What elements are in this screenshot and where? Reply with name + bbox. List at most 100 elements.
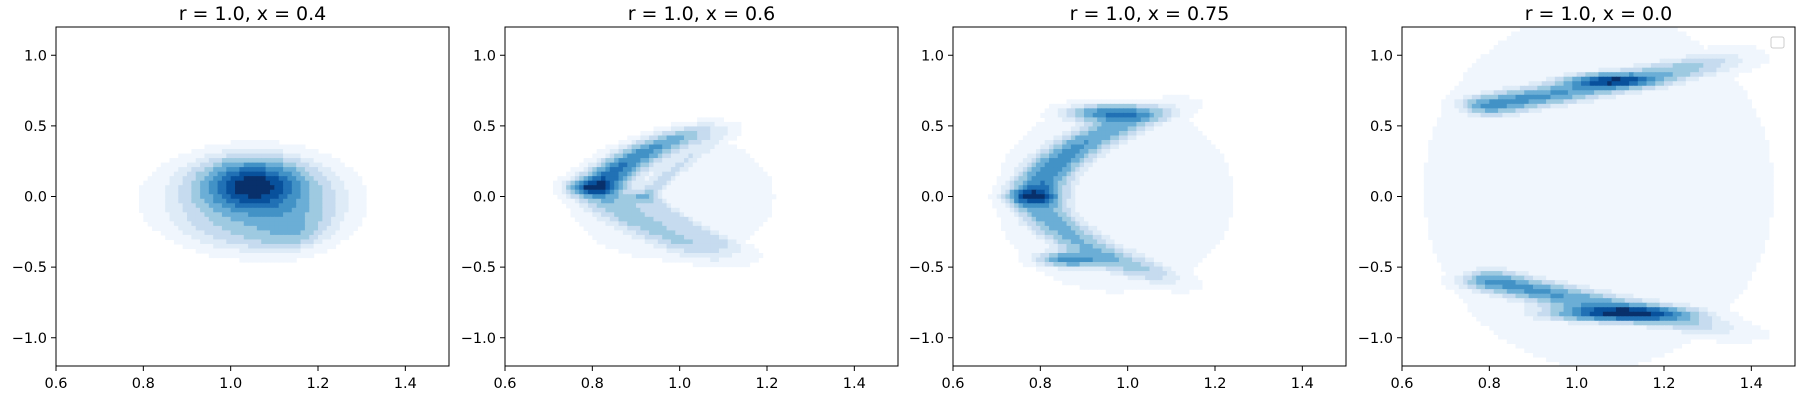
density-cell xyxy=(1110,216,1116,222)
density-cell xyxy=(1677,67,1683,73)
density-cell xyxy=(767,203,772,209)
density-cell xyxy=(1602,58,1608,64)
density-cell xyxy=(1511,54,1517,60)
density-cell xyxy=(1166,225,1172,231)
density-cell xyxy=(657,253,663,259)
density-cell xyxy=(1153,153,1159,159)
density-cell xyxy=(1145,248,1151,254)
density-cell xyxy=(1611,58,1617,64)
density-cell xyxy=(605,176,611,182)
density-cell xyxy=(723,243,729,250)
density-cell xyxy=(204,243,210,250)
density-cell xyxy=(732,248,738,254)
density-cell xyxy=(1554,58,1560,64)
density-cell xyxy=(605,171,611,177)
density-cell xyxy=(1149,230,1155,236)
density-cell xyxy=(1738,45,1744,51)
density-cell xyxy=(723,239,729,245)
density-cell xyxy=(195,194,201,200)
density-cell xyxy=(278,221,284,227)
density-cell xyxy=(1166,230,1172,236)
density-cell xyxy=(1158,248,1164,254)
density-cell xyxy=(1075,225,1081,231)
density-cell xyxy=(596,171,602,177)
density-cell xyxy=(1022,176,1028,182)
density-cell xyxy=(649,162,655,168)
density-cell xyxy=(570,171,576,177)
density-cell xyxy=(723,207,729,213)
density-cell xyxy=(1084,266,1089,272)
density-cell xyxy=(1594,49,1600,55)
density-cell xyxy=(1193,198,1199,204)
density-cell xyxy=(745,167,751,173)
density-cell xyxy=(1057,253,1063,259)
density-cell xyxy=(618,185,624,191)
density-cell xyxy=(675,198,681,204)
density-cell xyxy=(1624,76,1630,82)
density-cell xyxy=(1637,76,1643,82)
density-cell xyxy=(331,225,337,231)
density-cell xyxy=(1655,58,1661,64)
density-cell xyxy=(1166,185,1172,191)
density-cell xyxy=(557,185,563,191)
density-cell xyxy=(1180,243,1186,250)
density-cell xyxy=(1180,171,1186,177)
density-cell xyxy=(1650,54,1656,60)
density-cell xyxy=(1188,112,1194,118)
density-cell xyxy=(1162,176,1168,182)
density-cell xyxy=(283,144,289,150)
density-cell xyxy=(1197,185,1203,191)
density-cell xyxy=(265,149,271,155)
density-cell xyxy=(1171,103,1177,109)
density-cell xyxy=(1031,176,1037,182)
density-cell xyxy=(208,234,214,241)
density-cell xyxy=(574,185,580,191)
density-cell xyxy=(1088,140,1094,146)
density-cell xyxy=(1127,207,1133,213)
density-cell xyxy=(1650,72,1656,78)
density-cell xyxy=(1563,58,1569,64)
density-cell xyxy=(705,194,711,200)
density-cell xyxy=(727,207,733,213)
density-cell xyxy=(1075,162,1081,168)
density-cell xyxy=(1097,230,1103,236)
density-cell xyxy=(1180,203,1186,209)
density-cell xyxy=(1646,72,1652,78)
density-cell xyxy=(304,176,310,182)
density-cell xyxy=(1175,275,1181,281)
density-cell xyxy=(992,194,998,200)
density-cell xyxy=(252,198,258,204)
density-cell xyxy=(1598,67,1604,73)
density-cell xyxy=(208,180,214,186)
density-cell xyxy=(622,234,628,241)
density-cell xyxy=(1118,253,1124,259)
density-cell xyxy=(1650,40,1656,46)
density-cell xyxy=(566,171,572,177)
density-cell xyxy=(252,253,258,259)
density-cell xyxy=(1001,216,1006,222)
density-cell xyxy=(1175,135,1181,141)
density-cell xyxy=(339,176,345,182)
density-cell xyxy=(1088,234,1094,241)
density-cell xyxy=(1079,271,1085,277)
y-tick-label: −1.0 xyxy=(909,331,944,347)
density-cell xyxy=(265,153,271,159)
density-cell xyxy=(1079,135,1085,141)
density-cell xyxy=(1624,40,1630,46)
density-cell xyxy=(1114,130,1120,137)
density-cell xyxy=(1149,248,1155,254)
density-cell xyxy=(745,153,751,159)
density-cell xyxy=(204,221,210,227)
density-cell xyxy=(187,207,192,213)
density-cell xyxy=(1659,31,1665,37)
density-cell xyxy=(1506,45,1512,51)
density-cell xyxy=(278,257,284,263)
density-cell xyxy=(1581,76,1586,82)
density-cell xyxy=(1123,103,1129,109)
density-cell xyxy=(1598,72,1604,78)
density-cell xyxy=(1716,67,1722,73)
density-cell xyxy=(1215,171,1220,177)
density-cell xyxy=(1690,45,1696,51)
density-cell xyxy=(169,158,175,164)
density-cell xyxy=(1035,239,1041,245)
